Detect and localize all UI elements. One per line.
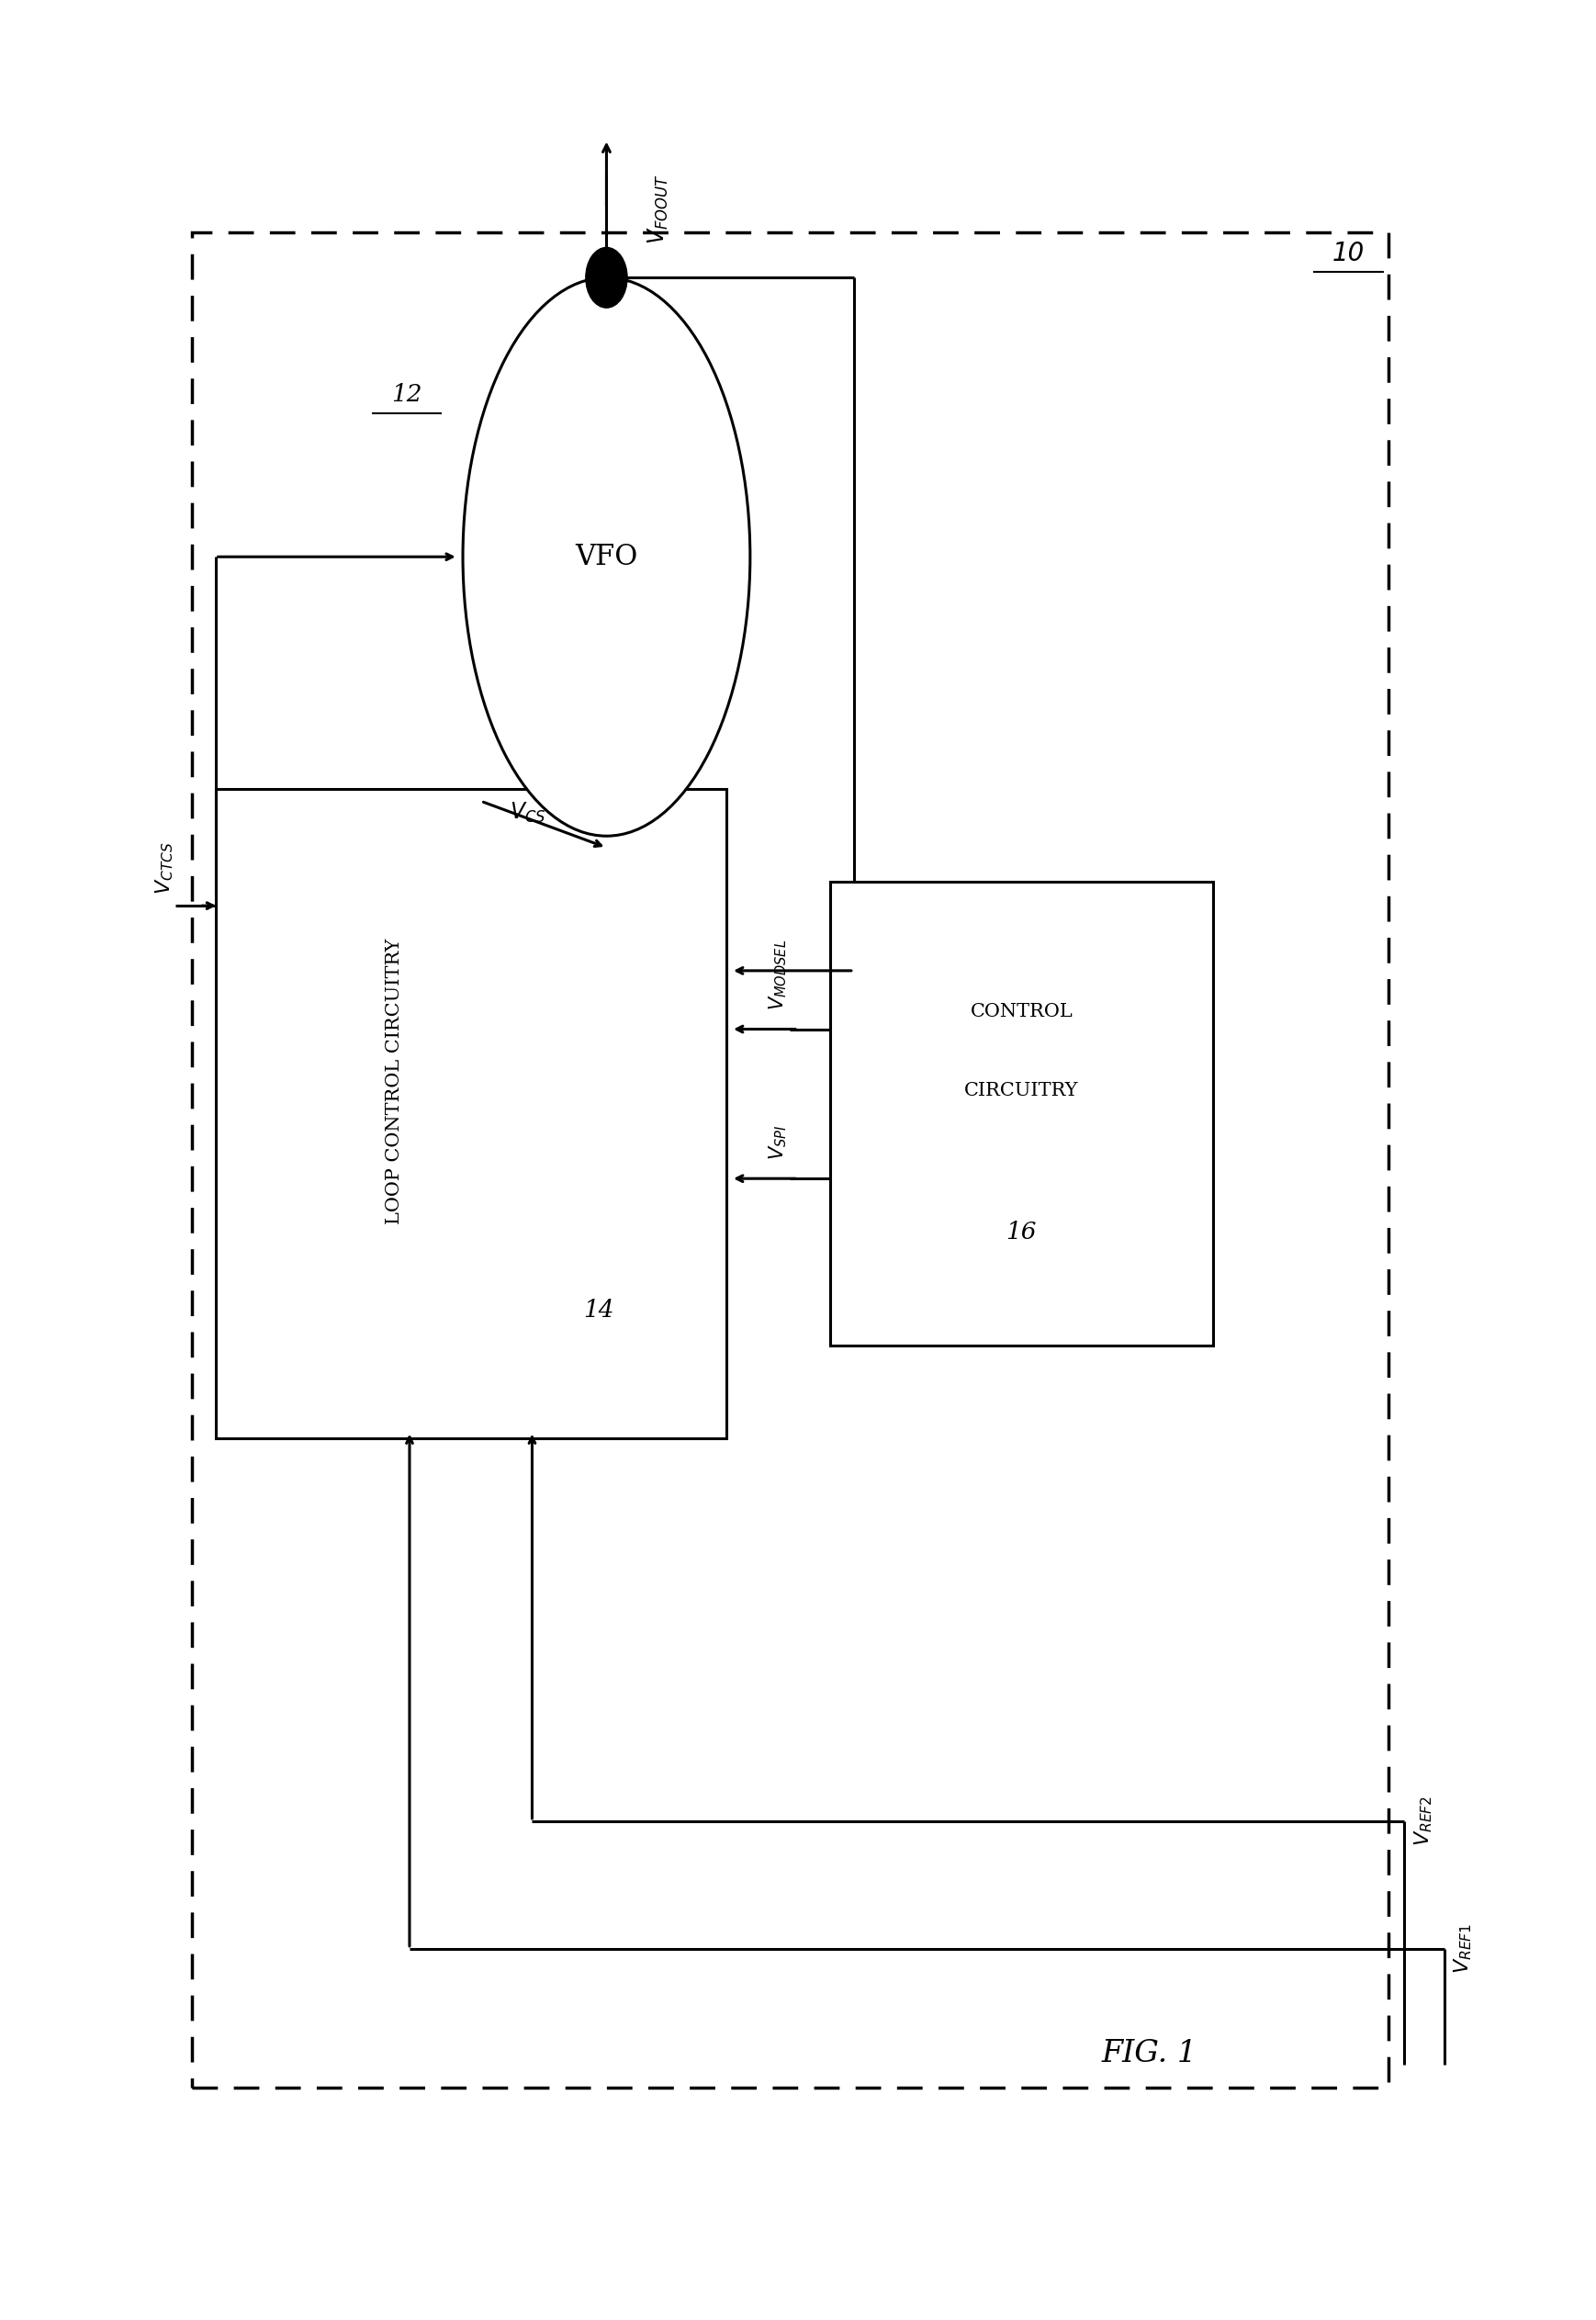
Text: VFO: VFO — [575, 543, 638, 571]
Bar — [830, 882, 1213, 1346]
Text: $\mathit{V}_{\mathit{SPI}}$: $\mathit{V}_{\mathit{SPI}}$ — [768, 1125, 788, 1160]
Bar — [192, 232, 1389, 2088]
Text: $\mathit{V}_{\mathit{FOOUT}}$: $\mathit{V}_{\mathit{FOOUT}}$ — [646, 174, 670, 244]
Text: $\mathit{V}_{\mathit{CS}}$: $\mathit{V}_{\mathit{CS}}$ — [509, 800, 546, 824]
Text: LOOP CONTROL CIRCUITRY: LOOP CONTROL CIRCUITRY — [386, 937, 402, 1225]
Text: FIG. 1: FIG. 1 — [1101, 2039, 1197, 2067]
Text: $\mathit{V}_{\mathit{MODSEL}}$: $\mathit{V}_{\mathit{MODSEL}}$ — [768, 940, 788, 1012]
Text: 10: 10 — [1333, 241, 1365, 267]
Text: 16: 16 — [1005, 1220, 1037, 1244]
Circle shape — [586, 248, 627, 309]
Text: $\mathit{V}_{\mathit{REF1}}$: $\mathit{V}_{\mathit{REF1}}$ — [1452, 1923, 1475, 1974]
Bar — [215, 789, 726, 1438]
Text: $\mathit{V}_{\mathit{REF2}}$: $\mathit{V}_{\mathit{REF2}}$ — [1412, 1796, 1435, 1847]
Ellipse shape — [463, 278, 750, 835]
Text: $\mathit{V}_{\mathit{CTCS}}$: $\mathit{V}_{\mathit{CTCS}}$ — [153, 842, 176, 893]
Text: 14: 14 — [583, 1299, 614, 1322]
Text: CIRCUITRY: CIRCUITRY — [964, 1081, 1079, 1100]
Text: CONTROL: CONTROL — [970, 1002, 1073, 1021]
Text: 12: 12 — [391, 383, 423, 406]
